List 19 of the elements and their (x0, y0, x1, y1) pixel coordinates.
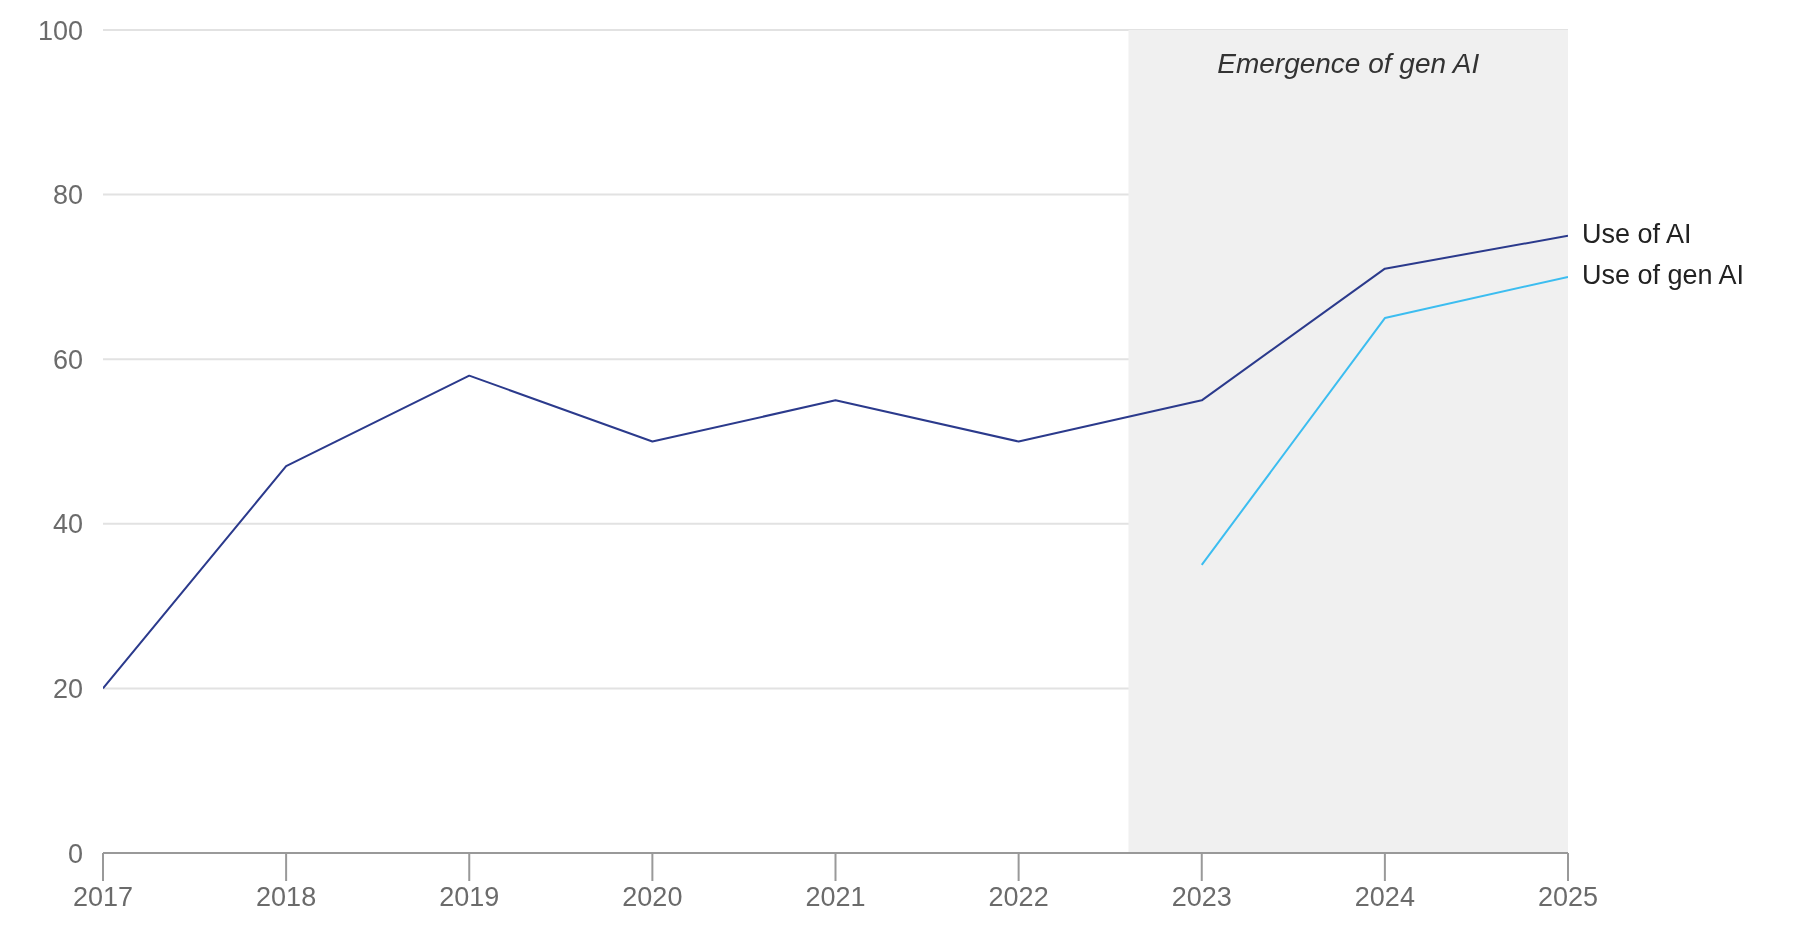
y-tick-label: 60 (52, 344, 83, 375)
y-tick-label: 0 (67, 838, 83, 869)
x-tick-label: 2022 (988, 882, 1049, 913)
y-tick-label: 20 (52, 673, 83, 704)
x-tick-label: 2018 (256, 882, 317, 913)
x-tick-label: 2023 (1171, 882, 1232, 913)
x-tick-label: 2019 (439, 882, 500, 913)
x-tick-label: 2025 (1537, 882, 1599, 913)
x-tick-label: 2017 (72, 882, 134, 913)
series-label: Use of gen AI (1582, 260, 1745, 291)
y-tick-label: 80 (52, 180, 83, 211)
line-series (103, 234, 1568, 690)
x-tick-label: 2021 (805, 882, 866, 913)
y-tick-label: 40 (52, 509, 83, 540)
band-label: Emergence of gen AI (1217, 47, 1480, 79)
y-tick-label: 100 (37, 15, 83, 46)
x-tick-label: 2020 (622, 882, 683, 913)
x-tick-label: 2024 (1354, 882, 1415, 913)
series-label: Use of AI (1582, 218, 1692, 249)
